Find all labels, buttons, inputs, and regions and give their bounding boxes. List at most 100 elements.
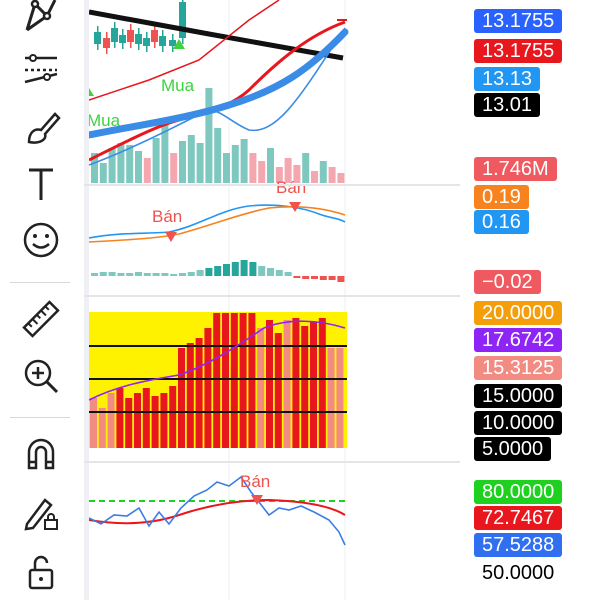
stoch-bar [90, 398, 97, 448]
stoch-bar [222, 313, 229, 448]
macd-hist-bar [143, 273, 151, 276]
pattern-tool-icon[interactable] [17, 0, 65, 40]
macd-histogram [91, 260, 345, 282]
price-tag-rsi-value: 57.5288 [474, 533, 563, 557]
lock-drawings-icon[interactable] [17, 488, 65, 536]
stoch-line [89, 320, 346, 401]
macd-signal-line [89, 206, 346, 243]
volume-bar [302, 153, 310, 183]
macd-hist-bar [170, 274, 178, 276]
volume-bar [319, 161, 327, 183]
unlock-icon[interactable] [17, 548, 65, 596]
volume-bar [143, 158, 151, 183]
price-tag-price-ma-slow: 13.01 [474, 93, 541, 117]
toolbar-divider [10, 282, 70, 283]
sell-signal-label: Bán [152, 207, 182, 226]
ma-blue-thick [89, 28, 349, 139]
volume-bar [126, 145, 134, 183]
sell-marker [251, 495, 263, 505]
stoch-bar [160, 393, 168, 448]
volume-bar [311, 171, 318, 183]
macd-hist-bar [179, 273, 186, 276]
sell-marker [289, 202, 301, 212]
stoch-bar [204, 328, 212, 448]
volume-bar [267, 148, 274, 183]
volume-bar [293, 165, 301, 183]
stoch-bar [274, 333, 282, 448]
macd-hist-bar [187, 272, 195, 276]
buy-marker [173, 39, 185, 49]
price-tag-rsi-mid: 50.0000 [482, 562, 555, 584]
stoch-bar [292, 318, 300, 448]
macd-line [89, 204, 346, 239]
brush-icon[interactable] [17, 104, 65, 152]
sell-signal-label-top: Bán [276, 178, 306, 197]
macd-hist-bar [275, 270, 283, 276]
buy-signal-label: Mua [161, 76, 195, 95]
macd-hist-bar [223, 264, 230, 276]
macd-hist-bar [231, 262, 239, 276]
macd-hist-bar [108, 272, 116, 276]
price-tag-stoch-l1: 15.0000 [474, 384, 563, 408]
volume-bar [284, 158, 292, 183]
macd-hist-bar [196, 270, 204, 276]
price-tag-price-high: 13.1755 [474, 9, 563, 33]
volume-bar [249, 153, 257, 183]
buy-signal-label-2: Mua [89, 111, 121, 130]
chart-canvas[interactable]: Mua Mua Bán Bán Bán [89, 0, 460, 600]
pane-divider[interactable] [84, 461, 600, 463]
volume-bar [214, 128, 222, 183]
pane-divider[interactable] [84, 184, 600, 186]
price-tag-stoch-l2: 10.0000 [474, 411, 563, 435]
stoch-bar [213, 313, 221, 448]
stoch-bar [239, 313, 247, 448]
trend-line [89, 9, 344, 61]
macd-hist-bar [99, 272, 107, 276]
emoji-icon[interactable] [17, 216, 65, 264]
macd-hist-bar [161, 273, 169, 276]
macd-hist-bar [328, 276, 336, 280]
volume-bar [108, 148, 116, 183]
candle-body [179, 2, 186, 38]
candle-body [143, 38, 150, 46]
candle-body [127, 30, 134, 42]
pane-divider[interactable] [84, 295, 600, 297]
price-tag-macd-line: 0.16 [474, 210, 529, 234]
volume-bar [196, 143, 204, 183]
volume-bar [179, 141, 186, 183]
stoch-bar [142, 388, 150, 448]
stoch-bar [310, 322, 317, 448]
candles [94, 0, 186, 54]
macd-hist-bar [152, 273, 160, 276]
toolbar-divider [10, 417, 70, 418]
stoch-bar [336, 348, 344, 448]
price-tag-stoch-upper: 20.0000 [474, 301, 563, 325]
macd-hist-bar [135, 272, 142, 276]
price-tag-macd-hist: −0.02 [474, 270, 541, 294]
sell-marker [165, 232, 177, 242]
candle-body [119, 35, 126, 43]
trend-lines-icon[interactable] [17, 46, 65, 94]
ruler-icon[interactable] [17, 295, 65, 343]
macd-hist-bar [293, 276, 301, 278]
volume-bar [258, 161, 266, 183]
zoom-in-icon[interactable] [17, 352, 65, 400]
buy-marker [89, 88, 94, 96]
candle-body [135, 34, 142, 44]
text-tool-icon[interactable] [17, 160, 65, 208]
volume-bar [240, 139, 248, 183]
candle-body [151, 30, 158, 42]
volume-bar [231, 145, 239, 183]
stoch-bar [178, 348, 185, 448]
ma-blue-thin [89, 27, 346, 166]
price-tag-stoch-k: 17.6742 [474, 328, 563, 352]
price-tag-price-ma-fast: 13.13 [474, 67, 541, 91]
stoch-bar [266, 320, 273, 448]
stoch-bar [98, 408, 106, 448]
stoch-bar [301, 326, 309, 448]
price-tag-stoch-l3: 5.0000 [474, 437, 552, 461]
stoch-bar [125, 398, 133, 448]
magnet-icon[interactable] [17, 430, 65, 478]
volume-bar [117, 143, 125, 183]
macd-hist-bar [91, 273, 98, 276]
